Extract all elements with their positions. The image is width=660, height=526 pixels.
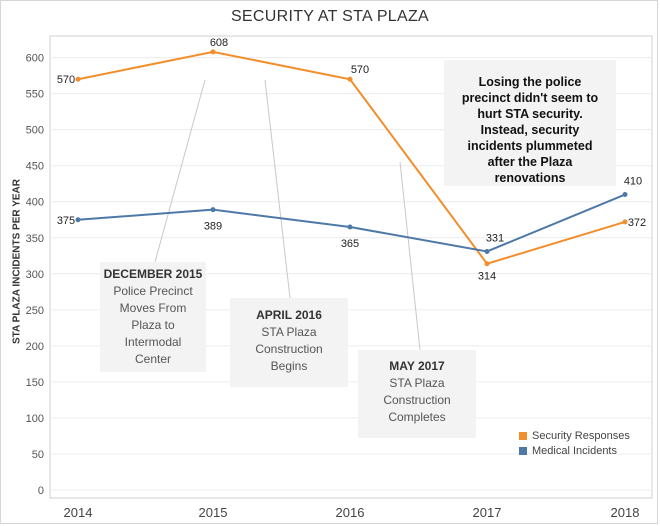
data-point [75, 217, 81, 223]
note-line: Losing the police [478, 75, 582, 89]
y-tick-label: 600 [26, 53, 44, 65]
annotation-line: Completes [388, 410, 446, 424]
note-line: hurt STA security. [477, 107, 583, 121]
annotation-april-2016: APRIL 2016 STA Plaza Construction Begins [230, 298, 348, 387]
data-point [347, 76, 353, 82]
x-tick-label: 2015 [199, 505, 228, 520]
annotation-may-2017: MAY 2017 STA Plaza Construction Complete… [358, 350, 476, 438]
legend-swatch [519, 431, 527, 440]
data-label: 410 [624, 176, 642, 188]
data-label: 608 [210, 37, 228, 49]
annotation-line: Police Precinct [113, 284, 193, 298]
data-point [484, 248, 490, 254]
annotation-line: Moves From [119, 301, 187, 315]
y-tick-label: 550 [26, 89, 44, 101]
data-label: 372 [628, 217, 646, 229]
data-point [622, 192, 628, 198]
annotation-line: Plaza to [131, 318, 175, 332]
data-point [484, 261, 490, 267]
legend-label: Security Responses [532, 429, 630, 442]
x-tick-label: 2018 [611, 505, 640, 520]
data-label: 570 [57, 74, 75, 86]
data-point [347, 224, 353, 230]
y-tick-label: 50 [32, 449, 44, 461]
annotation-leader-line [154, 79, 206, 263]
annotation-line: STA Plaza [389, 376, 445, 390]
data-label: 331 [486, 232, 504, 244]
chart-legend: Security Responses Medical Incidents [519, 428, 630, 458]
y-tick-label: 250 [26, 305, 44, 317]
data-point [622, 219, 628, 225]
data-point [75, 76, 81, 82]
legend-swatch [519, 446, 527, 455]
data-point [210, 49, 216, 55]
annotation-line: Begins [270, 359, 308, 373]
annotation-line: Intermodal [124, 335, 182, 349]
annotation-head: MAY 2017 [389, 359, 445, 373]
annotation-line: Construction [383, 393, 451, 407]
legend-item: Medical Incidents [519, 443, 630, 458]
data-label: 375 [57, 215, 75, 227]
y-tick-label: 500 [26, 125, 44, 137]
x-tick-label: 2014 [64, 505, 93, 520]
note-line: after the Plaza [487, 155, 573, 169]
annotation-leader-line [264, 79, 291, 299]
note-line: incidents plummeted [467, 139, 593, 153]
chart-title: SECURITY AT STA PLAZA [230, 8, 430, 25]
y-tick-label: 300 [26, 269, 44, 281]
y-tick-label: 0 [38, 485, 44, 497]
plot-area [49, 35, 653, 499]
y-tick-label: 350 [26, 233, 44, 245]
y-tick-label: 450 [26, 161, 44, 173]
legend-label: Medical Incidents [532, 444, 617, 457]
y-tick-label: 200 [26, 341, 44, 353]
data-label: 389 [204, 221, 222, 233]
data-label: 365 [341, 238, 359, 250]
annotation-december-2015: DECEMBER 2015 Police Precinct Moves From… [100, 262, 206, 372]
data-point [210, 207, 216, 213]
annotation-head: DECEMBER 2015 [103, 267, 203, 281]
y-tick-label: 400 [26, 197, 44, 209]
note-line: renovations [494, 171, 566, 185]
annotation-line: Center [134, 352, 172, 366]
annotation-line: Construction [255, 342, 323, 356]
y-tick-label: 150 [26, 377, 44, 389]
annotation-head: APRIL 2016 [256, 308, 322, 322]
legend-item: Security Responses [519, 428, 630, 443]
annotation-line: STA Plaza [261, 325, 317, 339]
annotation-leader-line [399, 161, 421, 351]
commentary-note: Losing the police precinct didn't seem t… [444, 60, 616, 186]
note-line: Instead, security [480, 123, 580, 137]
x-tick-label: 2017 [473, 505, 502, 520]
data-label: 570 [351, 64, 369, 76]
x-tick-label: 2016 [336, 505, 365, 520]
note-line: precinct didn't seem to [461, 91, 599, 105]
data-label: 314 [478, 271, 496, 283]
y-tick-label: 100 [26, 413, 44, 425]
